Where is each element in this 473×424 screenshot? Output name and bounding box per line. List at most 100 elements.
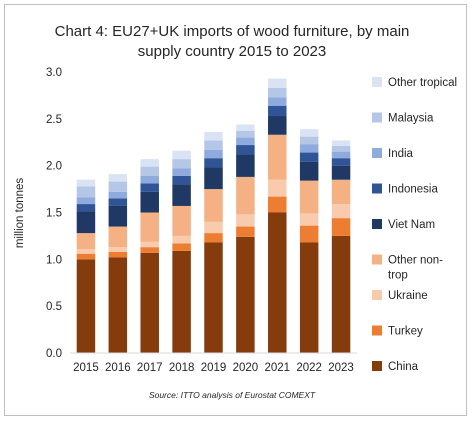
bar-segment-china-2015 (76, 259, 96, 353)
bar-segment-india-2022 (299, 144, 319, 153)
bar-segment-china-2017 (140, 252, 159, 353)
bar-segment-viet-nam-2017 (140, 191, 159, 213)
bar-segment-china-2022 (299, 242, 319, 353)
legend-swatch (372, 290, 382, 300)
bar-segment-india-2016 (108, 191, 128, 199)
bar-segment-china-2018 (172, 250, 191, 353)
bar-segment-viet-nam-2020 (236, 154, 255, 177)
bar-segment-malaysia-2016 (108, 181, 128, 192)
bar-segment-other-non-trop-2023 (331, 179, 351, 205)
bar-segment-malaysia-2022 (299, 136, 319, 145)
y-tick-label: 1.0 (46, 254, 62, 266)
legend-label: Viet Nam (388, 219, 435, 231)
bar-segment-malaysia-2019 (204, 140, 223, 150)
bar-segment-other-non-trop-2018 (172, 205, 191, 236)
y-tick-label: 1.5 (46, 208, 62, 220)
legend-label: Turkey (388, 326, 423, 338)
bar-segment-other-tropical-2015 (76, 179, 96, 187)
bar-segment-indonesia-2020 (236, 145, 255, 155)
bar-segment-malaysia-2021 (268, 87, 287, 98)
bar-segment-ukraine-2015 (76, 249, 96, 254)
bar-segment-other-non-trop-2022 (299, 180, 319, 214)
bar-segment-viet-nam-2018 (172, 184, 191, 206)
bar-segment-india-2019 (204, 149, 223, 159)
bar-segment-turkey-2021 (268, 196, 287, 213)
bar-segment-malaysia-2023 (331, 145, 351, 152)
bar-segment-malaysia-2017 (140, 166, 159, 176)
bar-segment-other-non-trop-2015 (76, 233, 96, 250)
chart-title-line-1: Chart 4: EU27+UK imports of wood furnitu… (55, 23, 410, 40)
bar-segment-indonesia-2017 (140, 183, 159, 192)
bar-segment-other-tropical-2016 (108, 174, 128, 182)
bar-segment-other-tropical-2019 (204, 131, 223, 141)
source-note: Source: ITTO analysis of Eurostat COMEXT (149, 390, 316, 400)
bar-segment-china-2020 (236, 236, 255, 353)
bar-segment-india-2021 (268, 97, 287, 106)
bar-segment-other-tropical-2022 (299, 129, 319, 137)
bar-segment-turkey-2019 (204, 233, 223, 243)
bar-segment-turkey-2020 (236, 226, 255, 237)
bar-segment-indonesia-2022 (299, 152, 319, 162)
bar-segment-turkey-2023 (331, 218, 351, 236)
bar-segment-india-2023 (331, 151, 351, 159)
bar-segment-ukraine-2019 (204, 221, 223, 234)
legend-label: Other tropical (388, 77, 457, 89)
legend-label: Indonesia (388, 184, 438, 196)
legend-swatch (372, 254, 382, 265)
legend-label: India (388, 148, 414, 160)
x-tick-label: 2018 (169, 362, 195, 374)
y-tick-label: 3.0 (46, 67, 62, 79)
y-tick-label: 0.5 (46, 301, 62, 313)
legend-swatch (372, 148, 382, 158)
bar-segment-indonesia-2018 (172, 175, 191, 185)
x-tick-label: 2015 (73, 362, 99, 374)
legend-swatch (372, 361, 382, 371)
x-tick-label: 2016 (105, 362, 131, 374)
bar-segment-other-non-trop-2021 (268, 134, 287, 180)
y-tick-label: 0.0 (46, 348, 62, 360)
bar-segment-viet-nam-2016 (108, 205, 128, 227)
x-tick-label: 2017 (137, 362, 163, 374)
bar-segment-china-2023 (331, 235, 351, 353)
legend-label: China (388, 361, 419, 373)
bar-segment-turkey-2022 (299, 225, 319, 243)
bar-segment-other-tropical-2021 (268, 78, 287, 88)
bar-segment-other-tropical-2020 (236, 124, 255, 132)
bar-segment-other-tropical-2018 (172, 150, 191, 160)
bar-segment-ukraine-2020 (236, 214, 255, 227)
bar-segment-other-non-trop-2017 (140, 212, 159, 242)
legend-swatch (372, 183, 382, 194)
x-tick-label: 2019 (201, 362, 227, 374)
bar-segment-viet-nam-2021 (268, 116, 287, 135)
bar-segment-india-2018 (172, 168, 191, 176)
bar-segment-other-tropical-2017 (140, 159, 159, 167)
bar-segment-viet-nam-2023 (331, 165, 351, 180)
bar-segment-indonesia-2023 (331, 158, 351, 166)
legend-swatch (372, 112, 382, 123)
y-tick-label: 2.5 (46, 114, 62, 126)
legend-swatch (372, 219, 382, 229)
bar-segment-turkey-2015 (76, 253, 96, 260)
bar-segment-other-tropical-2023 (331, 140, 351, 146)
bar-segment-malaysia-2020 (236, 131, 255, 138)
x-tick-label: 2020 (233, 362, 259, 374)
bar-segment-china-2016 (108, 257, 128, 353)
bar-segment-india-2017 (140, 175, 159, 184)
x-tick-label: 2022 (296, 362, 322, 374)
legend-label: Malaysia (388, 113, 434, 125)
bar-segment-indonesia-2019 (204, 158, 223, 168)
bar-segment-turkey-2016 (108, 251, 128, 258)
legend-label: Other non-trop (388, 255, 443, 282)
bar-segment-india-2015 (76, 197, 96, 205)
bar-segment-turkey-2018 (172, 243, 191, 251)
bar-segment-india-2020 (236, 137, 255, 146)
y-tick-label: 2.0 (46, 161, 62, 173)
x-tick-label: 2021 (264, 362, 290, 374)
bar-segment-china-2019 (204, 242, 223, 353)
bar-segment-ukraine-2022 (299, 213, 319, 226)
bar-segment-indonesia-2015 (76, 204, 96, 212)
bar-segment-viet-nam-2015 (76, 211, 96, 234)
bar-segment-other-non-trop-2016 (108, 226, 128, 248)
bar-segment-ukraine-2016 (108, 247, 128, 252)
